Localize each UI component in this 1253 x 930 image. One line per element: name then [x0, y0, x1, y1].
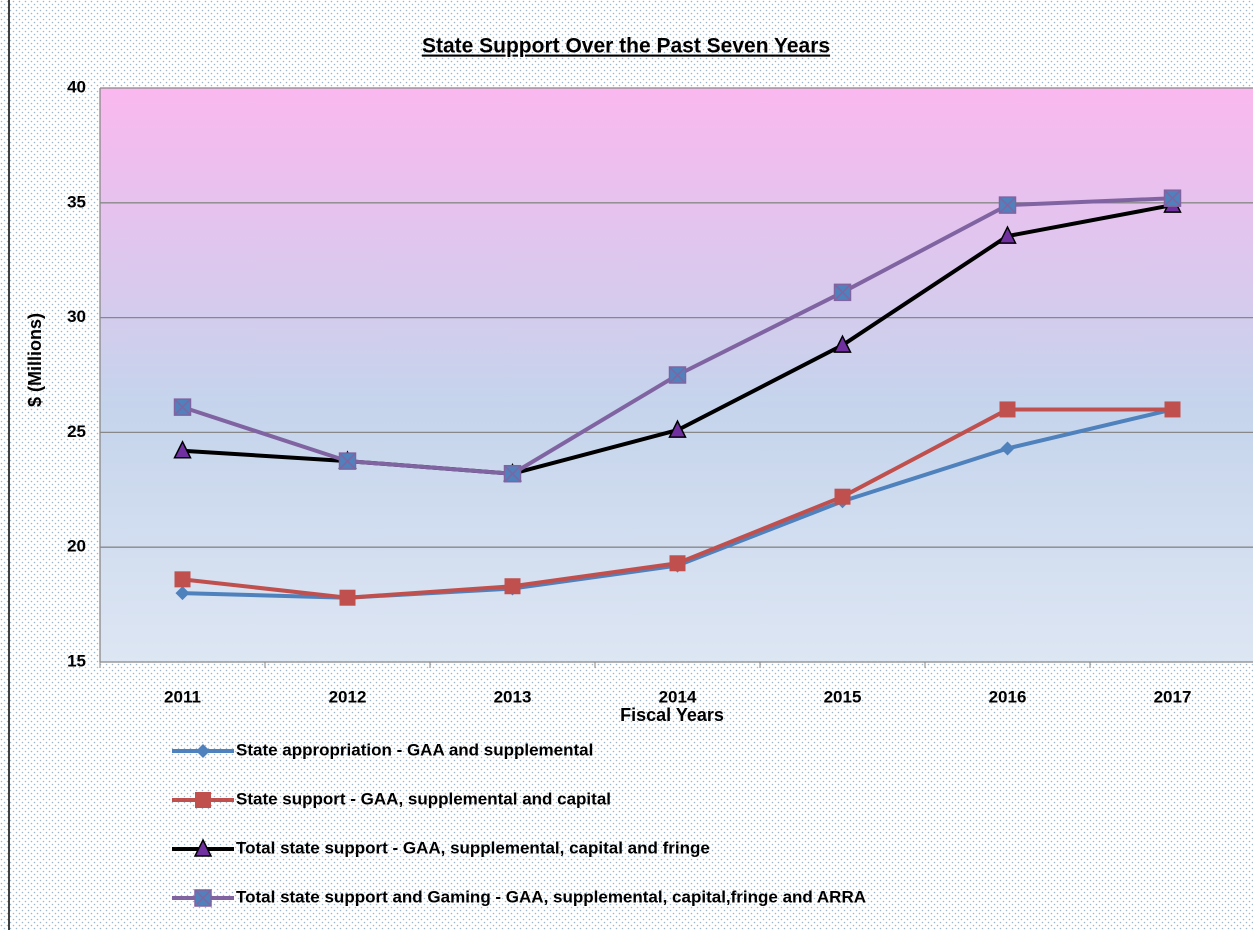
data-point [1164, 401, 1181, 418]
marker-cross [173, 398, 192, 416]
legend-label: Total state support - GAA, supplemental,… [236, 838, 710, 857]
marker-cross [503, 465, 522, 483]
legend-label: Total state support and Gaming - GAA, su… [236, 887, 866, 906]
x-tick-label: 2011 [164, 687, 201, 706]
marker-cross [1163, 189, 1182, 207]
x-axis-title: Fiscal Years [620, 705, 724, 725]
data-point [1000, 441, 1015, 456]
marker-cross [833, 283, 852, 301]
y-tick-label: 30 [67, 307, 86, 326]
marker-cross [668, 366, 687, 384]
x-tick-label: 2012 [329, 687, 367, 706]
legend-marker [193, 838, 213, 857]
data-point [668, 419, 687, 438]
y-tick-label: 20 [67, 537, 86, 556]
y-tick-label: 40 [67, 77, 86, 96]
data-point [173, 440, 192, 459]
data-point [174, 571, 191, 588]
data-point [998, 225, 1017, 244]
data-point [175, 586, 190, 601]
legend-label: State support - GAA, supplemental and ca… [236, 789, 611, 808]
chart-title: State Support Over the Past Seven Years [422, 35, 830, 58]
y-axis-title: $ (Millions) [25, 313, 45, 407]
data-point [339, 589, 356, 606]
marker-cross [338, 452, 357, 470]
y-tick-label: 25 [67, 422, 86, 441]
x-tick-label: 2015 [824, 687, 862, 706]
data-point [834, 488, 851, 505]
y-tick-label: 15 [67, 651, 86, 670]
x-tick-label: 2017 [1154, 687, 1192, 706]
legend-marker [196, 744, 210, 758]
y-tick-label: 35 [67, 192, 86, 211]
data-point [999, 401, 1016, 418]
x-tick-label: 2013 [494, 687, 532, 706]
x-tick-label: 2014 [659, 687, 697, 706]
data-point [504, 578, 521, 595]
marker-cross [194, 889, 212, 907]
legend-marker [195, 792, 211, 808]
marker-cross [998, 196, 1017, 214]
data-point [669, 555, 686, 572]
legend-label: State appropriation - GAA and supplement… [236, 740, 593, 759]
x-tick-label: 2016 [989, 687, 1027, 706]
data-point [833, 334, 852, 353]
